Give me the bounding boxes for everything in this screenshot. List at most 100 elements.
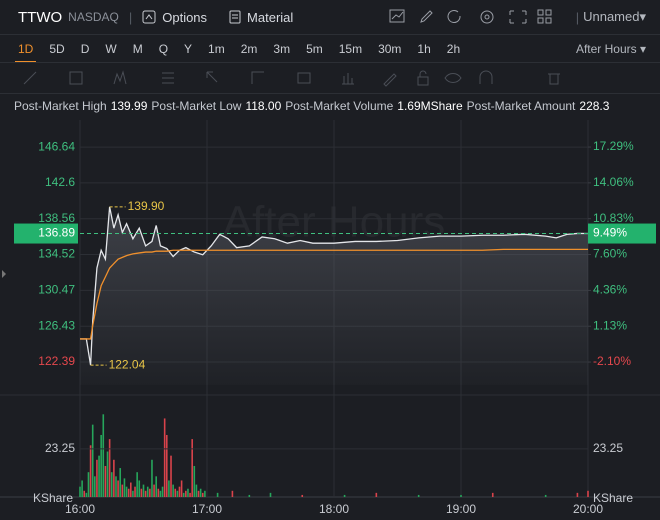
- volume-bar: [576, 492, 579, 497]
- y-tick-label: 142.6: [45, 175, 75, 189]
- y-tick-label: 134.52: [38, 247, 75, 261]
- period[interactable]: 5m: [306, 41, 323, 56]
- volume-bar: [142, 484, 145, 497]
- volume-bar: [199, 488, 202, 497]
- layout-name: Unnamed: [583, 9, 640, 24]
- session-select[interactable]: After Hours ▾: [575, 41, 646, 56]
- volume-bar: [176, 490, 179, 497]
- period[interactable]: 15m: [338, 41, 363, 56]
- x-tick-label: 17:00: [192, 502, 222, 516]
- symbol: TTWO: [18, 8, 63, 26]
- volume-bar: [151, 459, 153, 497]
- volume-bar: [174, 488, 177, 497]
- annotation: 122.04: [109, 357, 146, 371]
- x-tick-label: 20:00: [573, 502, 603, 516]
- period[interactable]: Q: [158, 41, 169, 56]
- layout-select[interactable]: Unnamed▾: [583, 9, 646, 24]
- period[interactable]: 1D: [10, 42, 41, 63]
- volume-bar: [163, 418, 166, 497]
- period[interactable]: 1m: [208, 41, 225, 56]
- volume-bar: [157, 488, 160, 497]
- options-icon: [142, 10, 156, 24]
- volume-bar: [460, 494, 462, 497]
- volume-bar: [172, 484, 174, 497]
- y-tick-label: 146.64: [38, 139, 75, 153]
- volume-bar: [149, 488, 151, 497]
- y-tick-label: 126.43: [38, 318, 75, 332]
- x-tick-label: 18:00: [319, 502, 349, 516]
- toolbar-icons[interactable]: [388, 7, 568, 27]
- volume-bar: [231, 490, 234, 497]
- price-line: [80, 248, 588, 340]
- y-tick-label: 138.56: [38, 211, 75, 225]
- volume-bar: [195, 484, 198, 497]
- volume-bar: [168, 480, 170, 497]
- last-price: 136.89: [38, 226, 75, 240]
- y2-tick-label: 4.36%: [593, 283, 627, 297]
- vol-tick-label-right: 23.25: [593, 441, 623, 455]
- material-icon: [229, 10, 241, 24]
- volume-bar: [191, 439, 193, 497]
- tab[interactable]: Options: [162, 9, 208, 25]
- period[interactable]: Y: [184, 41, 193, 56]
- volume-bar: [113, 459, 115, 497]
- volume-bar: [102, 414, 105, 497]
- period[interactable]: 3m: [273, 41, 291, 56]
- stat-label: Post-Market High: [14, 99, 107, 113]
- volume-bar: [155, 476, 157, 497]
- last-change-tag: [588, 223, 656, 244]
- y2-tick-label: 1.13%: [593, 318, 627, 332]
- x-tick-label: 16:00: [65, 502, 95, 516]
- volume-bar: [193, 465, 196, 497]
- period[interactable]: 1h: [417, 41, 431, 56]
- volume-bar: [248, 494, 251, 497]
- stat-value: 228.3: [579, 99, 610, 113]
- period[interactable]: D: [80, 41, 90, 56]
- period-list: 1D 5D D W M Q Y 1m 2m 3m 5m 15m 30m 1h 2h: [10, 41, 468, 63]
- period[interactable]: 30m: [378, 41, 402, 56]
- period[interactable]: 2h: [446, 41, 461, 56]
- y2-tick-label: -2.10%: [593, 354, 631, 368]
- period[interactable]: 2m: [240, 41, 258, 56]
- side-tab: [2, 270, 6, 278]
- volume-bar: [178, 486, 181, 497]
- stat-value: 139.99: [110, 99, 148, 113]
- period[interactable]: W: [105, 41, 117, 56]
- stats-bar: Post-Market High 139.99 Post-Market Low 118…: [0, 96, 660, 116]
- y2-tick-label: 17.29%: [593, 139, 634, 153]
- volume-bar: [491, 492, 494, 497]
- header-bar: TTWO NASDAQ | Options Material | Unnamed…: [0, 0, 660, 35]
- volume-bar: [96, 459, 98, 497]
- volume-bar: [119, 468, 122, 497]
- volume-bar: [81, 480, 83, 497]
- volume-bar: [136, 472, 138, 497]
- tab[interactable]: Material: [247, 9, 294, 25]
- volume-bar: [85, 492, 88, 497]
- volume-bar: [130, 482, 132, 497]
- volume-bar: [127, 488, 130, 497]
- volume-bar: [587, 490, 589, 497]
- volume-bar: [159, 490, 162, 497]
- vol-unit-right: KShare: [593, 491, 633, 505]
- volume-bar: [187, 488, 189, 497]
- y-tick-label: 122.39: [38, 354, 75, 368]
- volume-bar: [189, 492, 191, 497]
- volume-bar: [106, 451, 109, 497]
- period[interactable]: M: [132, 41, 143, 56]
- volume-bar: [104, 465, 107, 497]
- stat-label: Post-Market Volume: [285, 99, 394, 113]
- volume-bar: [132, 490, 134, 497]
- volume-bar: [417, 494, 420, 497]
- y2-tick-label: 7.60%: [593, 247, 627, 261]
- volume-bar: [185, 490, 187, 497]
- volume-bar: [216, 492, 219, 497]
- session: After Hours: [575, 41, 637, 56]
- volume-bar: [108, 439, 111, 497]
- volume-bar: [94, 476, 96, 497]
- period[interactable]: 5D: [49, 41, 65, 56]
- x-tick-label: 19:00: [446, 502, 476, 516]
- period-bar: 1D 5D D W M Q Y 1m 2m 3m 5m 15m 30m 1h 2h After Hours …: [0, 35, 660, 63]
- volume-bar: [269, 492, 272, 497]
- y2-tick-label: 10.83%: [593, 211, 634, 225]
- volume-bar: [146, 486, 149, 497]
